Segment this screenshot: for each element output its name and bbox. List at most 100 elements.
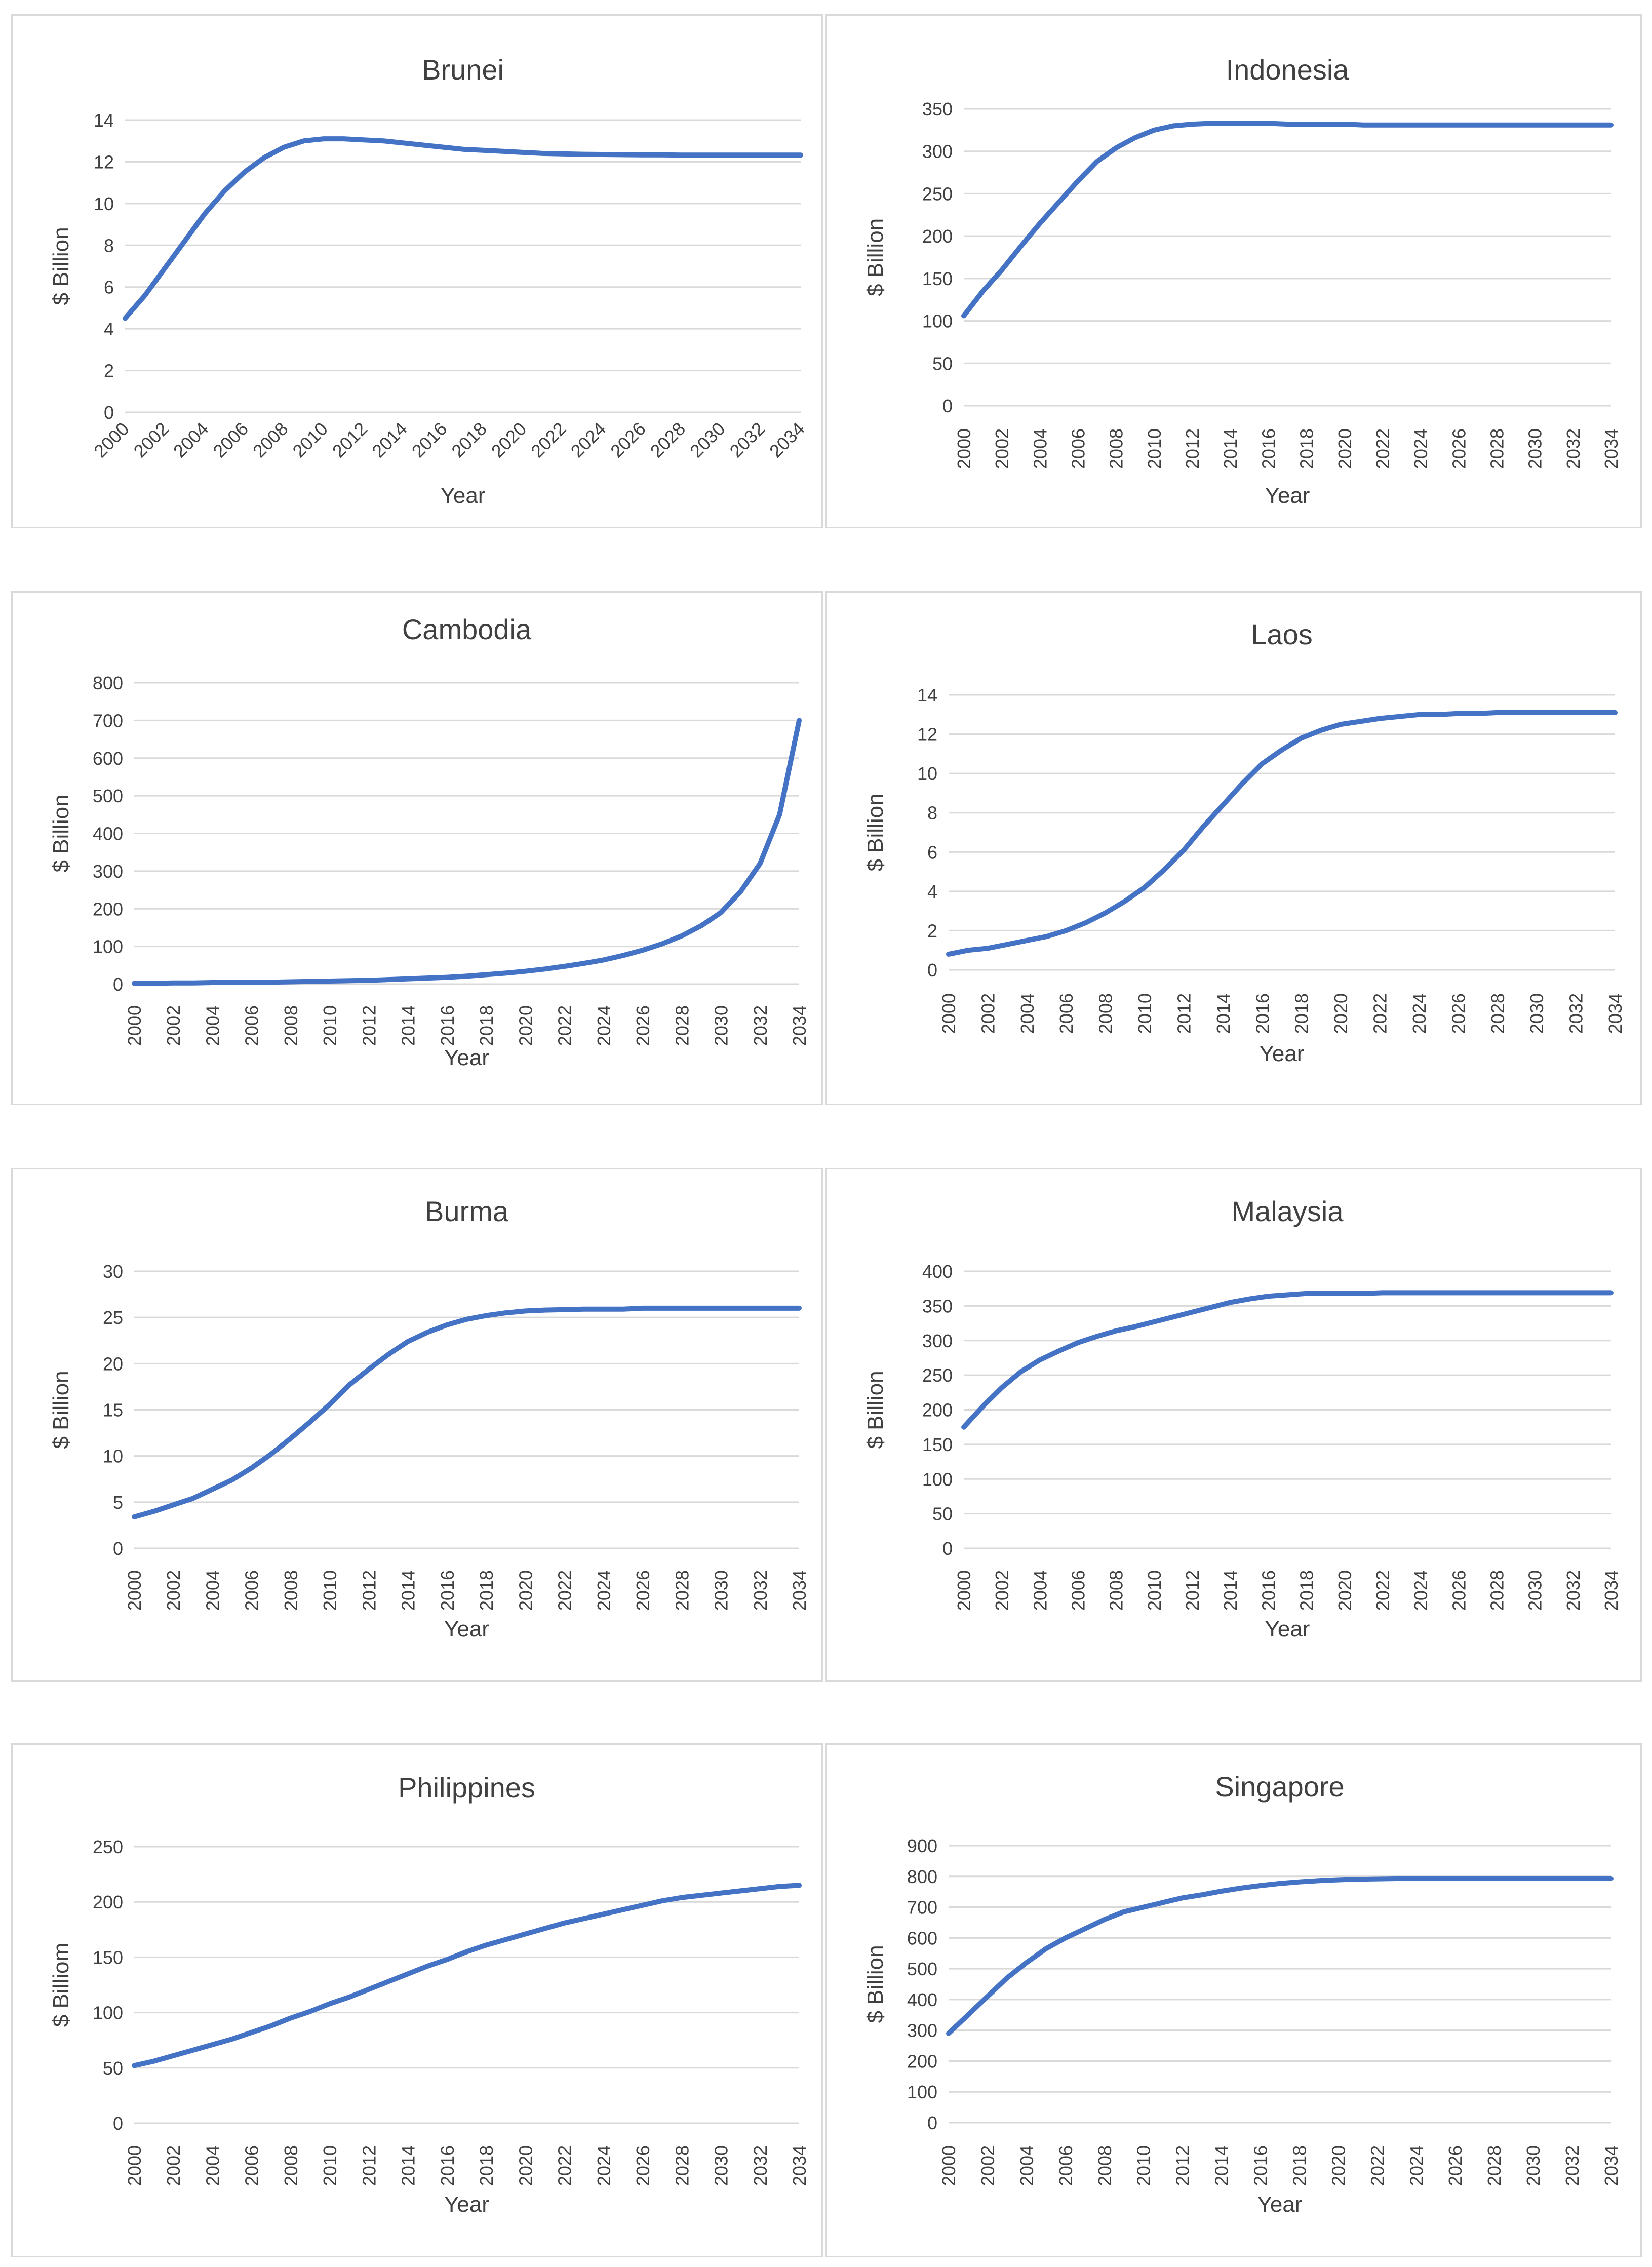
x-tick-label: 2000 [124,1570,145,1611]
chart-panel-malaysia: Malaysia 0 50 100 150 200 250 300 350 400 2000 2002… [825,1168,1642,1682]
chart-title: Malaysia [1232,1195,1344,1227]
x-tick-label: 2028 [646,418,690,462]
x-tick-label: 2018 [476,1570,497,1611]
y-tick-label: 8 [927,803,937,824]
x-tick-label: 2008 [281,1570,301,1611]
y-tick-label: 14 [94,110,114,131]
x-tick-label: 2018 [1296,428,1317,469]
y-tick-label: 0 [113,974,123,995]
y-tick-label: 50 [932,1504,953,1525]
x-tick-label: 2030 [1523,2145,1544,2186]
chart-title: Burma [425,1195,509,1227]
y-tick-label: 200 [907,2051,937,2071]
x-tick-label: 2010 [1134,993,1155,1034]
x-tick-label: 2024 [1410,428,1431,469]
y-tick-label: 20 [103,1353,123,1374]
x-tick-label: 2024 [1406,2145,1427,2186]
chart-svg-indonesia: Indonesia 0 50 100 150 200 250 300 350 2000 2002 20… [863,54,1622,508]
x-tick-label: 2034 [789,1570,810,1611]
series-line-singapore [946,1876,1614,2036]
chart-panel-singapore: Singapore 0 100 200 300 400 500 600 700 800 900 200… [825,1743,1642,2257]
x-tick-label: 2030 [711,2145,732,2186]
y-tick-label: 4 [104,319,114,339]
x-tick-label: 2032 [726,418,769,462]
x-tick-label: 2016 [437,1570,458,1611]
x-tick-label: 2030 [711,1005,732,1046]
x-tick-label: 2014 [368,418,411,462]
y-tick-label: 10 [94,193,114,214]
x-tick-label: 2004 [1030,1570,1050,1611]
x-tick-label: 2010 [1144,428,1165,469]
y-axis-title: $ Billion [863,1945,888,2023]
x-tick-label: 2012 [328,418,372,462]
y-tick-label: 8 [104,235,114,256]
y-tick-label: 700 [907,1897,937,1918]
y-tick-label: 50 [932,353,953,374]
x-tick-label: 2030 [711,1570,732,1611]
x-tick-label: 2022 [555,1005,575,1046]
x-tick-label: 2002 [977,993,998,1034]
chart-title: Indonesia [1226,54,1350,86]
x-tick-label: 2026 [633,1570,653,1611]
x-tick-label: 2010 [1144,1570,1165,1611]
x-tick-label: 2020 [1330,993,1351,1034]
x-axis-title: Year [1265,1617,1310,1641]
chart-svg-laos: Laos 0 2 4 6 8 10 12 14 2000 2002 2004 2006 2008 2010 2… [863,618,1626,1066]
x-tick-label: 2012 [359,1005,379,1046]
y-tick-label: 2 [927,920,937,941]
y-tick-label: 500 [907,1959,937,1979]
x-tick-label: 2014 [1220,428,1241,469]
y-tick-label: 150 [922,268,953,289]
y-tick-label: 100 [922,1469,953,1490]
chart-svg-philippines: Philippines 0 50 100 150 200 250 2000 2002 2004 20… [49,1772,810,2217]
x-tick-label: 2014 [398,2145,419,2186]
x-tick-label: 2002 [163,2145,184,2186]
x-tick-label: 2008 [281,2145,301,2186]
x-tick-label: 2004 [1017,993,1038,1034]
y-tick-label: 200 [93,898,123,919]
x-tick-label: 2006 [242,1005,262,1046]
x-tick-label: 2028 [1484,2145,1505,2186]
x-tick-label: 2020 [1328,2145,1349,2186]
y-tick-label: 25 [103,1307,123,1328]
x-tick-label: 2034 [765,418,809,462]
x-tick-label: 2034 [789,2145,810,2186]
series-line-brunei [123,136,803,321]
x-tick-label: 2028 [1487,993,1508,1034]
chart-svg-malaysia: Malaysia 0 50 100 150 200 250 300 350 400 2000 2002… [863,1195,1622,1641]
x-tick-label: 2024 [594,1005,614,1046]
x-tick-label: 2026 [1448,993,1469,1034]
y-tick-label: 900 [907,1835,937,1856]
y-axis-title: $ Billion [863,1371,888,1449]
x-tick-label: 2012 [359,2145,379,2186]
x-tick-label: 2024 [1409,993,1430,1034]
y-tick-label: 200 [93,1892,123,1912]
y-tick-label: 300 [93,861,123,882]
x-tick-label: 2008 [1095,993,1116,1034]
y-tick-label: 600 [907,1928,937,1948]
x-tick-label: 2016 [1252,993,1273,1034]
y-tick-label: 350 [922,99,953,120]
x-tick-label: 2012 [1172,2145,1193,2186]
x-tick-label: 2000 [954,1570,974,1611]
x-tick-label: 2000 [90,418,133,462]
x-tick-label: 2022 [555,2145,575,2186]
x-tick-label: 2022 [1370,993,1391,1034]
x-tick-label: 2000 [938,2145,959,2186]
x-tick-label: 2006 [1068,1570,1089,1611]
x-tick-label: 2034 [1605,993,1626,1034]
x-tick-label: 2012 [1182,1570,1203,1611]
chart-title: Philippines [398,1772,535,1804]
y-axis-title: $ Billion [863,218,888,296]
y-tick-label: 10 [103,1446,123,1467]
x-tick-label: 2000 [938,993,959,1034]
x-tick-label: 2028 [672,1005,692,1046]
series-line-burma [132,1305,802,1519]
y-tick-label: 4 [927,881,937,902]
x-tick-label: 2024 [567,418,610,462]
x-tick-label: 2032 [1563,428,1584,469]
x-tick-label: 2016 [1250,2145,1271,2186]
y-tick-label: 12 [917,724,937,745]
x-axis-title: Year [444,1045,489,1070]
x-tick-label: 2034 [789,1005,810,1046]
